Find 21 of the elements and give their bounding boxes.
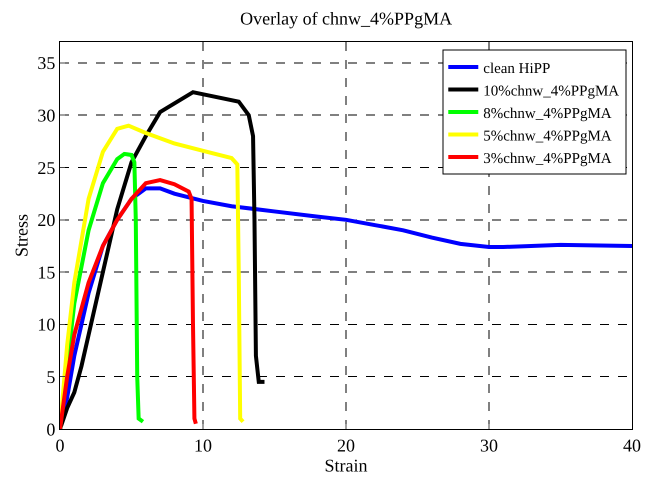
x-tick-label: 20: [337, 436, 355, 456]
x-tick-label: 40: [623, 436, 641, 456]
legend-label: 5%chnw_4%PPgMA: [483, 128, 612, 144]
legend-label: 3%chnw_4%PPgMA: [483, 150, 612, 167]
legend-label: 8%chnw_4%PPgMA: [483, 106, 612, 122]
y-tick-label: 15: [37, 262, 56, 282]
y-axis-title: Stress: [12, 214, 32, 258]
legend-label: clean HiPP: [483, 60, 550, 77]
chart-title: Overlay of chnw_4%PPgMA: [240, 8, 452, 29]
x-tick-label: 30: [480, 436, 498, 456]
y-tick-label: 25: [37, 158, 56, 178]
y-tick-label: 0: [46, 419, 56, 440]
y-tick-label: 10: [37, 314, 56, 335]
x-tick-label: 10: [194, 436, 212, 456]
line-series: [60, 178, 198, 429]
y-tick-label: 20: [37, 210, 56, 230]
y-tick-label: 35: [37, 53, 56, 74]
y-tick-label: 5: [46, 367, 56, 387]
x-axis-title: Strain: [324, 456, 368, 476]
y-tick-label: 30: [37, 106, 56, 126]
legend-label: 10%chnw_4%PPgMA: [483, 83, 620, 100]
